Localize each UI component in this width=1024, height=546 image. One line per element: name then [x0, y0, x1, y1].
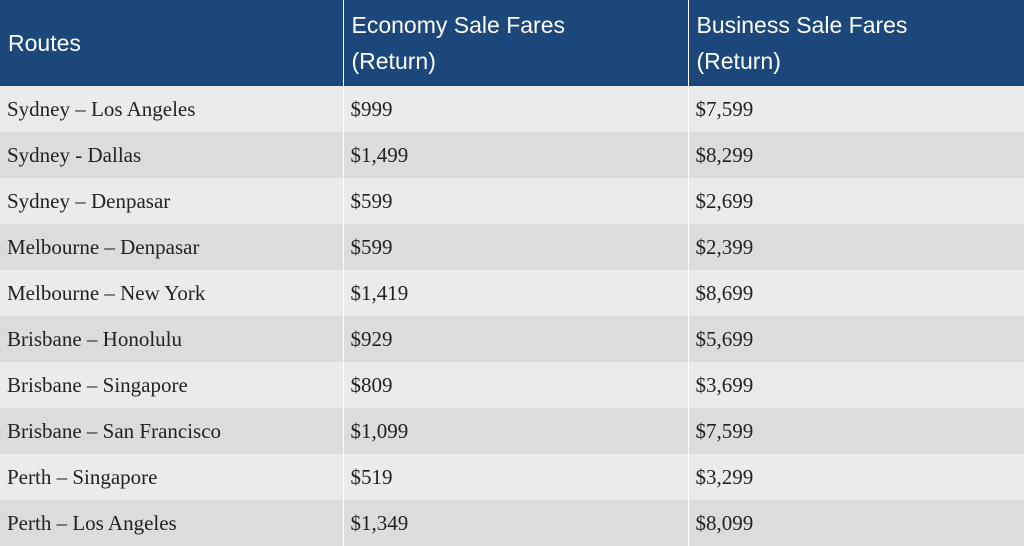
table-row: Melbourne – New York $1,419 $8,699: [0, 270, 1024, 316]
business-fare-cell: $8,099: [688, 500, 1024, 546]
route-cell: Brisbane – Honolulu: [0, 316, 344, 362]
header-routes: Routes: [0, 0, 344, 86]
route-cell: Brisbane – Singapore: [0, 362, 344, 408]
economy-fare-cell: $1,499: [343, 132, 689, 178]
business-fare-cell: $2,699: [688, 178, 1024, 224]
economy-fare-cell: $929: [343, 316, 689, 362]
business-fare-cell: $5,699: [688, 316, 1024, 362]
table-row: Sydney – Denpasar $599 $2,699: [0, 178, 1024, 224]
route-cell: Perth – Los Angeles: [0, 500, 344, 546]
header-economy-line1: Economy Sale Fares: [351, 12, 565, 38]
economy-fare-cell: $1,349: [343, 500, 689, 546]
economy-fare-cell: $599: [343, 178, 689, 224]
business-fare-cell: $8,299: [688, 132, 1024, 178]
route-cell: Sydney - Dallas: [0, 132, 344, 178]
header-routes-label: Routes: [8, 30, 81, 56]
economy-fare-cell: $519: [343, 454, 689, 500]
table-body: Sydney – Los Angeles $999 $7,599 Sydney …: [0, 86, 1024, 546]
economy-fare-cell: $1,419: [343, 270, 689, 316]
header-economy: Economy Sale Fares (Return): [343, 0, 689, 86]
route-cell: Perth – Singapore: [0, 454, 344, 500]
table-row: Sydney - Dallas $1,499 $8,299: [0, 132, 1024, 178]
business-fare-cell: $3,699: [688, 362, 1024, 408]
table-row: Perth – Singapore $519 $3,299: [0, 454, 1024, 500]
header-economy-line2: (Return): [351, 48, 436, 74]
table-row: Brisbane – Singapore $809 $3,699: [0, 362, 1024, 408]
table-row: Melbourne – Denpasar $599 $2,399: [0, 224, 1024, 270]
table-row: Sydney – Los Angeles $999 $7,599: [0, 86, 1024, 132]
economy-fare-cell: $1,099: [343, 408, 689, 454]
header-business: Business Sale Fares (Return): [688, 0, 1024, 86]
header-business-line2: (Return): [696, 48, 781, 74]
business-fare-cell: $7,599: [688, 408, 1024, 454]
business-fare-cell: $7,599: [688, 86, 1024, 132]
route-cell: Melbourne – Denpasar: [0, 224, 344, 270]
table-header: Routes Economy Sale Fares (Return) Busin…: [0, 0, 1024, 86]
route-cell: Sydney – Denpasar: [0, 178, 344, 224]
business-fare-cell: $8,699: [688, 270, 1024, 316]
table-row: Perth – Los Angeles $1,349 $8,099: [0, 500, 1024, 546]
economy-fare-cell: $999: [343, 86, 689, 132]
economy-fare-cell: $599: [343, 224, 689, 270]
route-cell: Sydney – Los Angeles: [0, 86, 344, 132]
economy-fare-cell: $809: [343, 362, 689, 408]
business-fare-cell: $3,299: [688, 454, 1024, 500]
business-fare-cell: $2,399: [688, 224, 1024, 270]
table-row: Brisbane – San Francisco $1,099 $7,599: [0, 408, 1024, 454]
table-row: Brisbane – Honolulu $929 $5,699: [0, 316, 1024, 362]
route-cell: Melbourne – New York: [0, 270, 344, 316]
header-row: Routes Economy Sale Fares (Return) Busin…: [0, 0, 1024, 86]
header-business-line1: Business Sale Fares: [696, 12, 908, 38]
route-cell: Brisbane – San Francisco: [0, 408, 344, 454]
